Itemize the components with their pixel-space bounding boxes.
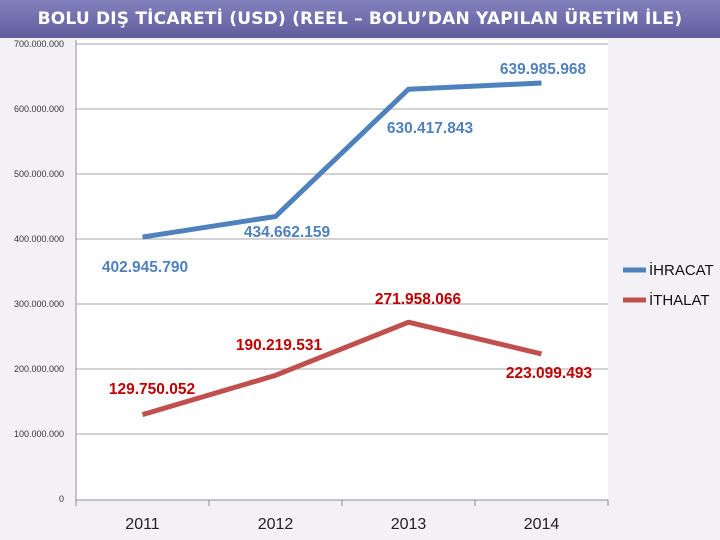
data-label: 271.958.066 — [375, 291, 462, 308]
y-tick-label: 400.000.000 — [14, 234, 64, 244]
y-tick-label: 500.000.000 — [14, 169, 64, 179]
y-tick-label: 200.000.000 — [14, 364, 64, 374]
y-tick-label: 0 — [59, 494, 64, 504]
y-tick-label: 100.000.000 — [14, 429, 64, 439]
legend-label: İTHALAT — [649, 291, 710, 309]
legend-label: İHRACAT — [649, 261, 714, 279]
data-label: 129.750.052 — [109, 381, 195, 398]
x-tick-label: 2014 — [524, 516, 560, 533]
series-line-ithalat — [141, 319, 543, 418]
data-label: 190.219.531 — [236, 337, 323, 354]
plot-area — [76, 40, 608, 500]
y-tick-label: 700.000.000 — [14, 39, 64, 49]
data-label: 223.099.493 — [506, 365, 593, 382]
data-label: 402.945.790 — [102, 259, 188, 276]
chart-title: BOLU DIŞ TİCARETİ (USD) (REEL – BOLU’DAN… — [0, 0, 720, 38]
data-label: 630.417.843 — [387, 120, 474, 137]
x-tick-label: 2012 — [258, 516, 294, 533]
y-tick-label: 300.000.000 — [14, 299, 64, 309]
data-label: 639.985.968 — [500, 61, 587, 78]
y-tick-label: 600.000.000 — [14, 104, 64, 114]
series-line-ihracat — [142, 80, 542, 240]
x-tick-label: 2013 — [391, 516, 427, 533]
data-label: 434.662.159 — [244, 224, 331, 241]
x-tick-label: 2011 — [125, 516, 160, 533]
